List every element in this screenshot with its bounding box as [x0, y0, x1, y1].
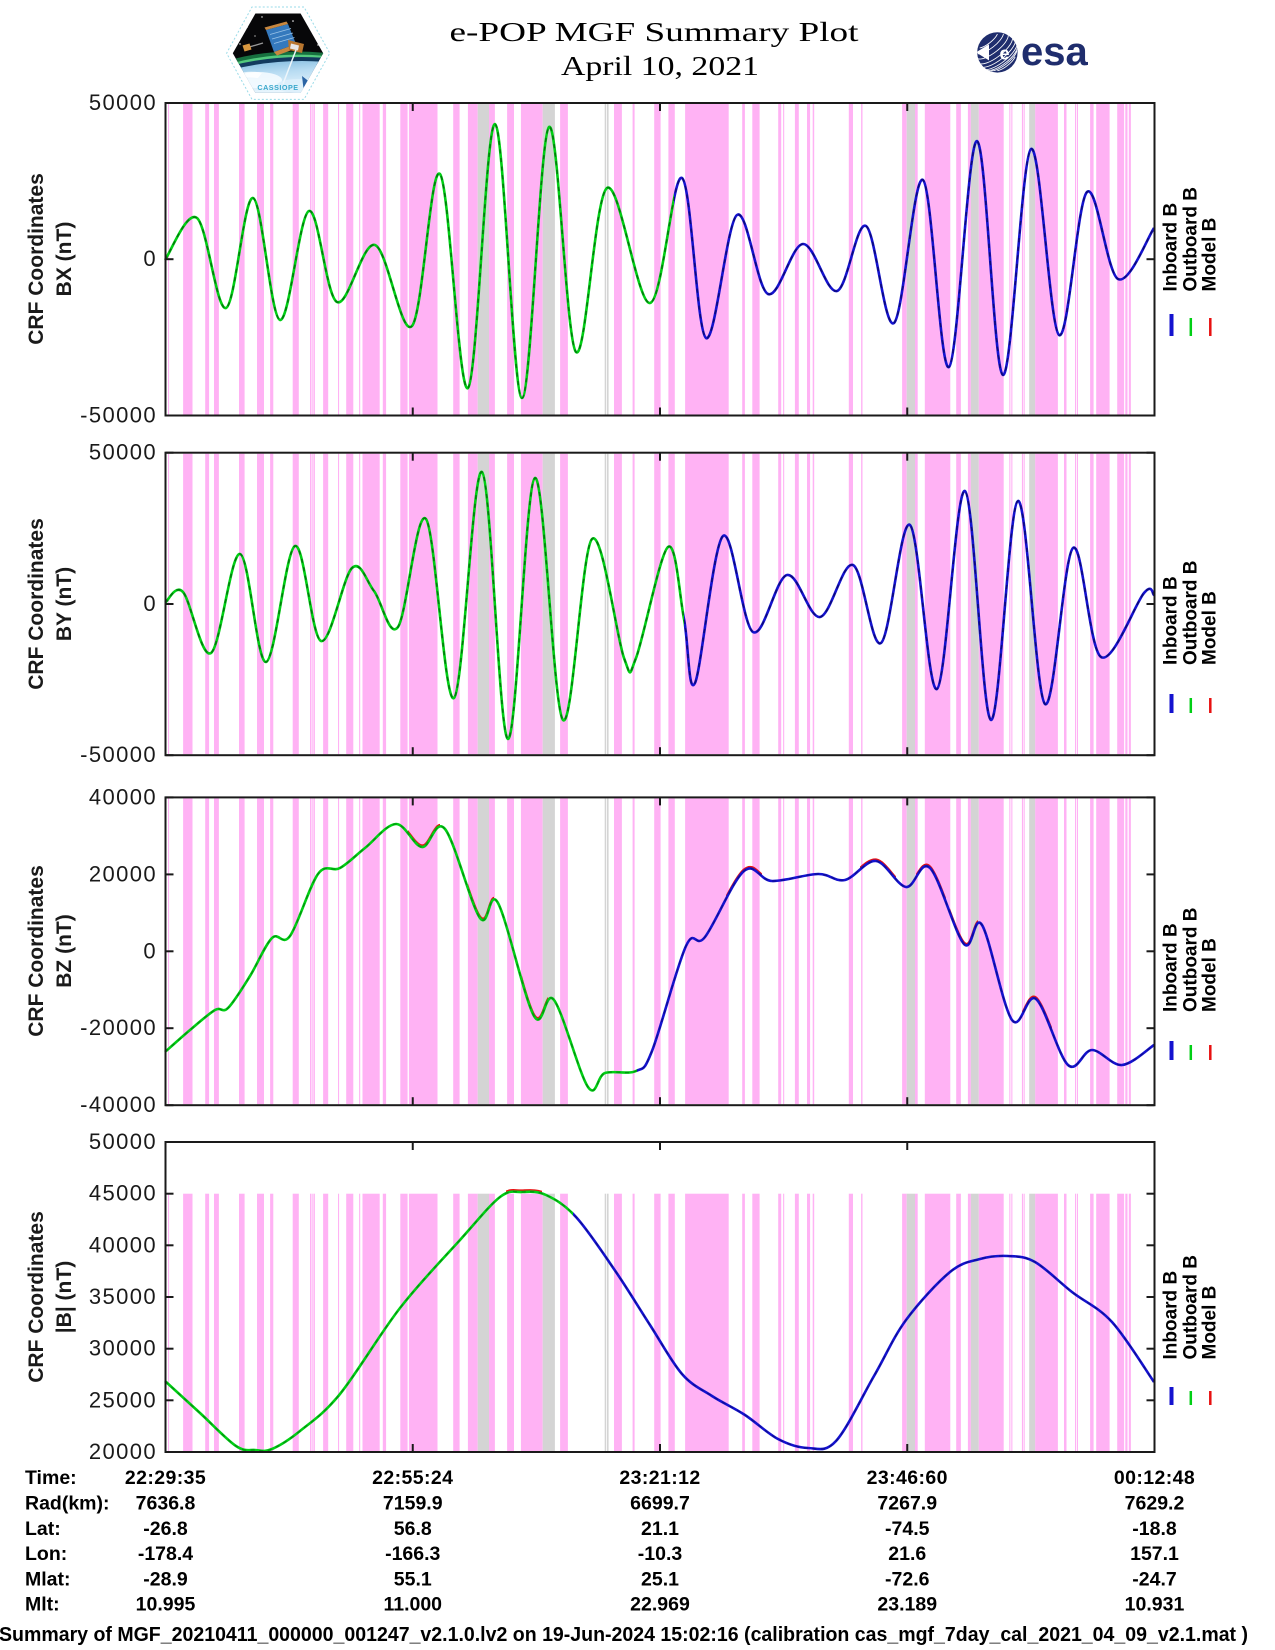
svg-text:Summary of MGF_20210411_000000: Summary of MGF_20210411_000000_001247_v2…: [0, 1624, 1248, 1646]
svg-text:7636.8: 7636.8: [136, 1493, 196, 1515]
svg-text:40000: 40000: [89, 784, 157, 809]
svg-text:Inboard B: Inboard B: [1161, 203, 1182, 292]
svg-text:-50000: -50000: [80, 403, 157, 428]
svg-text:Inboard B: Inboard B: [1161, 576, 1182, 665]
svg-text:21.1: 21.1: [641, 1518, 679, 1540]
svg-text:e-POP MGF Summary Plot: e-POP MGF Summary Plot: [450, 17, 860, 47]
svg-text:CRF Coordinates: CRF Coordinates: [25, 173, 48, 345]
svg-text:40000: 40000: [89, 1232, 157, 1257]
svg-text:e: e: [999, 44, 1009, 64]
svg-text:56.8: 56.8: [394, 1518, 432, 1540]
svg-text:Outboard B: Outboard B: [1180, 908, 1201, 1013]
svg-text:BX (nT): BX (nT): [53, 222, 76, 297]
svg-text:22:29:35: 22:29:35: [125, 1467, 206, 1489]
svg-text:7629.2: 7629.2: [1125, 1493, 1185, 1515]
svg-text:157.1: 157.1: [1130, 1543, 1179, 1565]
svg-text:7267.9: 7267.9: [877, 1493, 937, 1515]
svg-text:23:21:12: 23:21:12: [619, 1467, 700, 1489]
svg-text:50000: 50000: [89, 90, 157, 115]
svg-text:-10.3: -10.3: [638, 1543, 683, 1565]
svg-text:35000: 35000: [89, 1284, 157, 1309]
svg-text:-72.6: -72.6: [885, 1568, 930, 1590]
svg-text:30000: 30000: [89, 1336, 157, 1361]
svg-text:-178.4: -178.4: [138, 1543, 193, 1565]
svg-text:-20000: -20000: [80, 1015, 157, 1040]
svg-text:Mlt:: Mlt:: [25, 1594, 60, 1616]
svg-text:BY (nT): BY (nT): [53, 567, 76, 641]
svg-text:Lon:: Lon:: [25, 1543, 67, 1565]
svg-text:-166.3: -166.3: [385, 1543, 440, 1565]
svg-text:Outboard B: Outboard B: [1180, 1255, 1201, 1360]
svg-text:6699.7: 6699.7: [630, 1493, 690, 1515]
svg-text:Outboard B: Outboard B: [1180, 561, 1201, 666]
svg-text:23:46:60: 23:46:60: [867, 1467, 948, 1489]
svg-text:Model B: Model B: [1200, 1286, 1221, 1360]
svg-text:50000: 50000: [89, 1129, 157, 1154]
svg-text:55.1: 55.1: [394, 1568, 432, 1590]
svg-text:25.1: 25.1: [641, 1568, 679, 1590]
svg-text:0: 0: [143, 591, 157, 616]
svg-text:Time:: Time:: [25, 1467, 77, 1489]
svg-text:10.931: 10.931: [1125, 1594, 1185, 1616]
svg-text:April 10, 2021: April 10, 2021: [561, 51, 759, 81]
svg-text:Mlat:: Mlat:: [25, 1568, 71, 1590]
svg-text:Rad(km):: Rad(km):: [25, 1493, 110, 1515]
svg-text:20000: 20000: [89, 861, 157, 886]
svg-text:-18.8: -18.8: [1132, 1518, 1177, 1540]
svg-text:-28.9: -28.9: [143, 1568, 188, 1590]
svg-text:22.969: 22.969: [630, 1594, 690, 1616]
svg-text:0: 0: [143, 246, 157, 271]
svg-text:-74.5: -74.5: [885, 1518, 930, 1540]
svg-text:CRF Coordinates: CRF Coordinates: [25, 518, 48, 690]
svg-text:Inboard B: Inboard B: [1161, 923, 1182, 1012]
svg-text:BZ (nT): BZ (nT): [53, 914, 76, 987]
svg-text:7159.9: 7159.9: [383, 1493, 443, 1515]
svg-text:CRF Coordinates: CRF Coordinates: [25, 865, 48, 1037]
svg-text:22:55:24: 22:55:24: [372, 1467, 453, 1489]
svg-text:-40000: -40000: [80, 1092, 157, 1117]
svg-text:-50000: -50000: [80, 742, 157, 767]
svg-text:10.995: 10.995: [136, 1594, 196, 1616]
svg-text:23.189: 23.189: [877, 1594, 937, 1616]
svg-text:45000: 45000: [89, 1181, 157, 1206]
svg-text:Inboard B: Inboard B: [1161, 1271, 1182, 1360]
svg-text:0: 0: [143, 938, 157, 963]
svg-text:20000: 20000: [89, 1439, 157, 1464]
svg-text:11.000: 11.000: [383, 1594, 442, 1616]
svg-text:Model B: Model B: [1200, 218, 1221, 292]
svg-text:Model B: Model B: [1200, 591, 1221, 665]
svg-text:Outboard B: Outboard B: [1180, 187, 1201, 292]
svg-text:00:12:48: 00:12:48: [1114, 1467, 1195, 1489]
svg-text:|B| (nT): |B| (nT): [53, 1261, 76, 1333]
svg-text:Lat:: Lat:: [25, 1518, 61, 1540]
svg-text:25000: 25000: [89, 1387, 157, 1412]
svg-text:-24.7: -24.7: [1132, 1568, 1176, 1590]
svg-text:-26.8: -26.8: [143, 1518, 188, 1540]
svg-text:esa: esa: [1021, 30, 1088, 74]
svg-text:21.6: 21.6: [888, 1543, 926, 1565]
svg-text:50000: 50000: [89, 440, 157, 465]
svg-text:CASSIOPE: CASSIOPE: [257, 83, 298, 92]
svg-text:CRF Coordinates: CRF Coordinates: [25, 1211, 48, 1383]
svg-text:Model B: Model B: [1200, 938, 1221, 1012]
